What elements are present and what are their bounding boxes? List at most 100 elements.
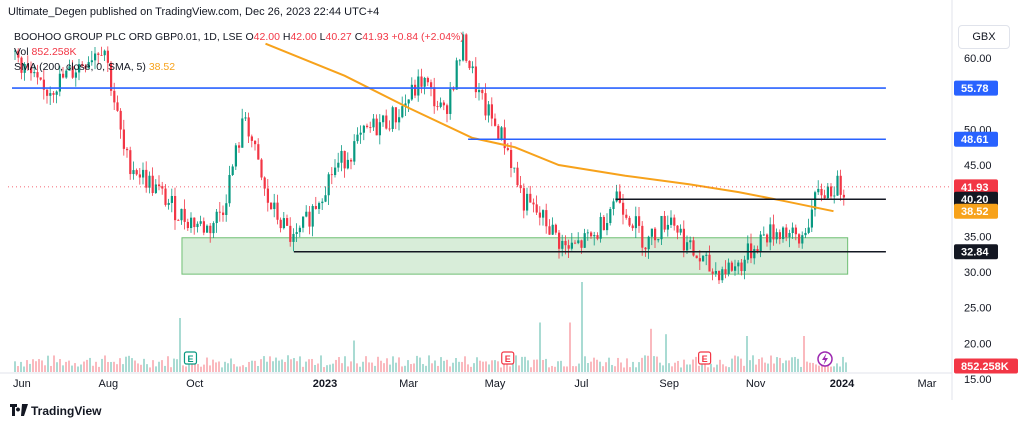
candle-body bbox=[209, 225, 212, 234]
candle-body bbox=[446, 105, 449, 114]
candle-body bbox=[695, 255, 698, 259]
candle-body bbox=[247, 117, 250, 137]
candle-body bbox=[535, 204, 538, 213]
candle-body bbox=[794, 227, 797, 235]
candle-body bbox=[58, 73, 61, 92]
candle-body bbox=[750, 243, 753, 259]
candle-body bbox=[254, 140, 257, 145]
candle-body bbox=[487, 104, 490, 116]
volume-bar bbox=[785, 360, 787, 372]
candle-body bbox=[430, 82, 433, 88]
volume-bar bbox=[440, 357, 442, 372]
volume-bar bbox=[512, 362, 514, 372]
volume-bar bbox=[74, 363, 76, 372]
volume-bar bbox=[605, 362, 607, 372]
candle-body bbox=[33, 72, 36, 74]
volume-bar bbox=[170, 367, 172, 372]
price-label-text: 41.93 bbox=[961, 182, 989, 194]
candle-body bbox=[289, 225, 292, 242]
price-label-box bbox=[954, 80, 998, 96]
volume-bar bbox=[665, 334, 667, 372]
candle-body bbox=[39, 77, 42, 80]
price-label-text: 852.258K bbox=[961, 361, 1009, 373]
volume-bar bbox=[545, 358, 547, 372]
volume-bar bbox=[380, 360, 382, 372]
candle-body bbox=[542, 210, 545, 218]
candle-body bbox=[567, 245, 570, 249]
volume-bar bbox=[338, 357, 340, 372]
volume-bar bbox=[803, 336, 805, 372]
candle-body bbox=[814, 192, 817, 210]
volume-bar bbox=[611, 364, 613, 372]
volume-bar bbox=[350, 361, 352, 372]
candle-body bbox=[679, 228, 682, 233]
sma-label[interactable]: SMA (200, close, 0, SMA, 5) bbox=[14, 61, 146, 73]
price-label-box bbox=[954, 203, 998, 219]
candle-body bbox=[730, 262, 733, 271]
volume-bar bbox=[203, 364, 205, 372]
candle-body bbox=[830, 186, 833, 197]
volume-bar bbox=[17, 366, 19, 372]
symbol-name[interactable]: BOOHOO GROUP PLC ORD GBP0.01, 1D, LSE bbox=[14, 31, 243, 43]
candle-body bbox=[71, 66, 74, 78]
candle-body bbox=[218, 211, 221, 213]
candle-body bbox=[551, 224, 554, 235]
candle-body bbox=[266, 188, 269, 203]
volume-bar bbox=[200, 366, 202, 372]
x-tick-label: Mar bbox=[918, 378, 937, 390]
volume-bar bbox=[137, 363, 139, 372]
volume-bar bbox=[494, 360, 496, 372]
candle-body bbox=[260, 159, 263, 178]
low-label: L bbox=[319, 31, 326, 43]
volume-bar bbox=[518, 365, 520, 372]
volume-bar bbox=[764, 362, 766, 372]
volume-bar bbox=[269, 356, 271, 372]
volume-bar bbox=[809, 362, 811, 372]
volume-bar bbox=[257, 365, 259, 372]
volume-bar bbox=[404, 365, 406, 372]
volume-bar bbox=[584, 356, 586, 372]
candle-body bbox=[382, 115, 385, 123]
volume-bar bbox=[230, 358, 232, 372]
volume-bar bbox=[683, 359, 685, 372]
candle-body bbox=[110, 62, 113, 91]
price-chart[interactable]: 60.0050.0045.0035.0030.0025.0020.0015.00… bbox=[0, 0, 1024, 400]
volume-bar bbox=[20, 361, 22, 372]
price-label-text: 38.52 bbox=[961, 206, 989, 218]
candle-body bbox=[433, 87, 436, 107]
volume-bar bbox=[401, 366, 403, 372]
volume-bar bbox=[422, 364, 424, 372]
candle-body bbox=[17, 50, 20, 58]
candle-body bbox=[100, 54, 103, 56]
candle-body bbox=[78, 64, 81, 73]
volume-bar bbox=[485, 361, 487, 372]
volume-bar bbox=[632, 361, 634, 372]
candle-body bbox=[314, 206, 317, 209]
candle-body bbox=[666, 224, 669, 230]
volume-bar bbox=[761, 357, 763, 372]
sma-row: SMA (200, close, 0, SMA, 5) 38.52 bbox=[14, 60, 464, 75]
candle-body bbox=[250, 136, 253, 141]
ohlc-row: BOOHOO GROUP PLC ORD GBP0.01, 1D, LSE O4… bbox=[14, 30, 464, 45]
candle-body bbox=[807, 227, 810, 233]
candle-body bbox=[30, 67, 33, 74]
currency-button[interactable]: GBX bbox=[958, 25, 1010, 49]
volume-bar bbox=[251, 360, 253, 372]
x-tick-label: Nov bbox=[746, 378, 766, 390]
candle-body bbox=[602, 216, 605, 231]
volume-bar bbox=[347, 366, 349, 372]
candle-body bbox=[465, 34, 468, 61]
volume-bar bbox=[215, 362, 217, 372]
candle-body bbox=[106, 50, 109, 63]
candle-body bbox=[145, 169, 148, 188]
candle-body bbox=[657, 239, 660, 241]
volume-label[interactable]: Vol bbox=[14, 46, 29, 58]
volume-bar bbox=[182, 365, 184, 372]
volume-bar bbox=[356, 363, 358, 372]
price-label-text: 32.84 bbox=[961, 247, 989, 259]
candle-body bbox=[174, 195, 177, 221]
volume-bar bbox=[344, 356, 346, 372]
candle-body bbox=[673, 217, 676, 226]
volume-bar bbox=[305, 361, 307, 372]
volume-bar bbox=[554, 366, 556, 372]
